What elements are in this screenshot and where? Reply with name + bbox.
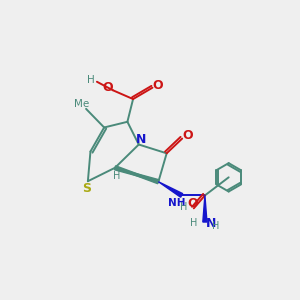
Text: N: N — [136, 134, 146, 146]
Text: O: O — [153, 79, 164, 92]
Text: O: O — [187, 197, 198, 210]
Text: H: H — [113, 170, 121, 181]
Text: O: O — [182, 129, 193, 142]
Text: H: H — [212, 221, 219, 231]
Polygon shape — [114, 166, 158, 182]
Text: H: H — [190, 218, 197, 228]
Text: N: N — [206, 217, 216, 230]
Text: H: H — [87, 75, 95, 85]
Text: NH: NH — [168, 198, 186, 208]
Text: Me: Me — [74, 99, 89, 109]
Polygon shape — [158, 182, 183, 197]
Text: H: H — [180, 202, 188, 212]
Text: O: O — [102, 81, 112, 94]
Text: S: S — [82, 182, 91, 195]
Polygon shape — [115, 168, 159, 184]
Polygon shape — [203, 195, 207, 222]
